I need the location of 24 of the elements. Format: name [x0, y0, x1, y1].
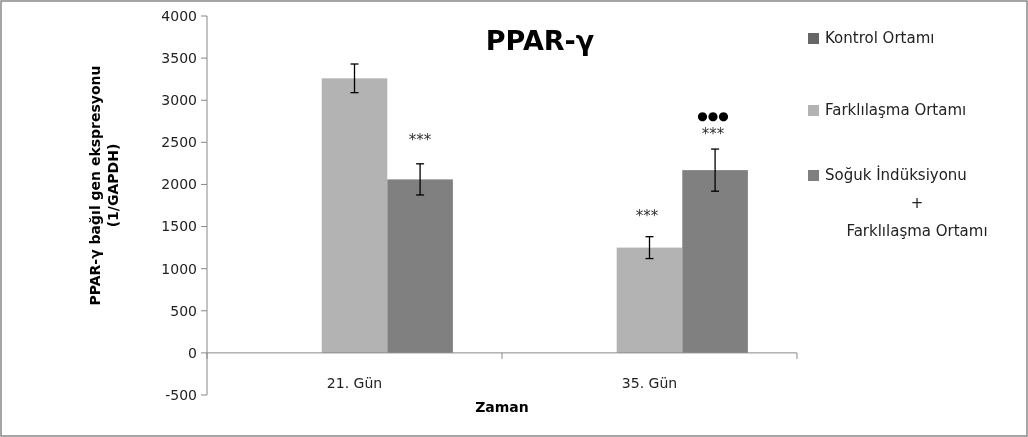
- annotation: ●●●: [697, 109, 729, 123]
- y-tick-label: 2000: [161, 176, 197, 193]
- annotation: ***: [408, 131, 432, 149]
- y-axis-title: PPAR-γ bağıl gen ekspresyonu (1/GAPDH): [87, 65, 121, 306]
- bar: [616, 247, 683, 353]
- y-tick-label: 3500: [161, 50, 197, 67]
- y-tick-label: 3000: [161, 92, 197, 109]
- y-tick-label: 1000: [161, 260, 197, 277]
- legend-label: Soğuk İndüksiyonu + Farklılaşma Ortamı: [825, 165, 988, 240]
- annotation: ***: [701, 125, 725, 143]
- y-tick-label: 1500: [161, 218, 197, 235]
- chart-title: PPAR-γ: [485, 25, 595, 56]
- x-axis-title: Zaman: [475, 399, 529, 415]
- x-tick-label: 35. Gün: [621, 375, 678, 391]
- legend-label: Kontrol Ortamı: [825, 29, 935, 47]
- legend-label: Farklılaşma Ortamı: [825, 101, 967, 119]
- y-tick-label: 500: [170, 302, 197, 319]
- y-tick-label: 2500: [161, 134, 197, 151]
- annotation: ***: [635, 207, 659, 225]
- y-tick-label: -500: [165, 386, 197, 403]
- y-tick-label: 0: [188, 344, 197, 361]
- x-tick-label: 21. Gün: [326, 375, 383, 391]
- y-tick-label: 4000: [161, 7, 197, 24]
- bar: [321, 78, 388, 353]
